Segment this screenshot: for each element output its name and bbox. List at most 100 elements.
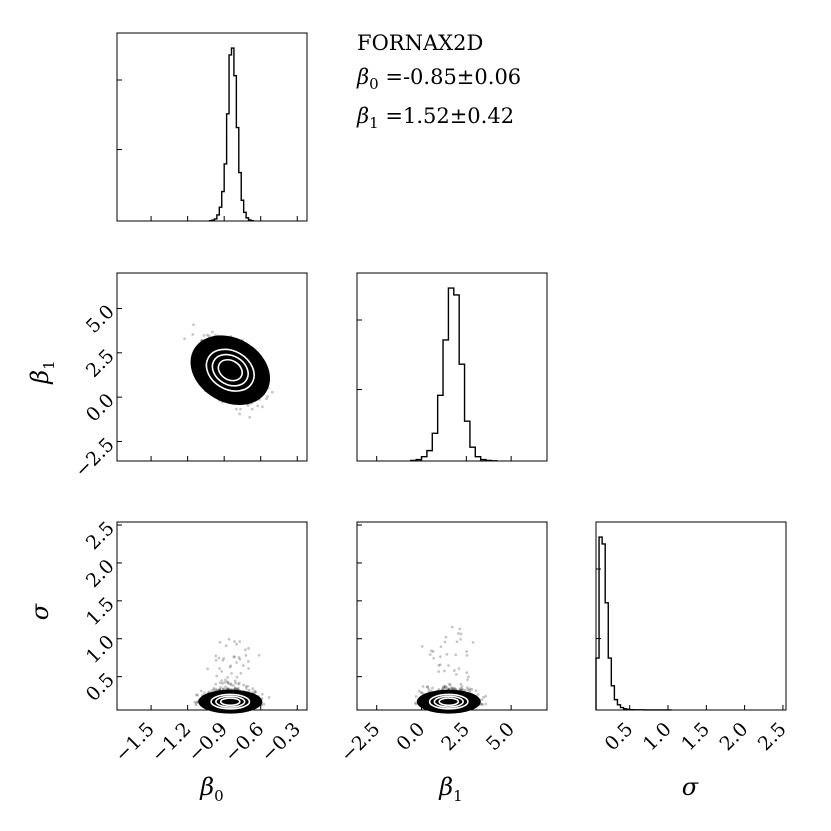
scatter-point <box>225 687 229 691</box>
scatter-point <box>210 689 214 693</box>
annotation-beta1: β1 =1.52±0.42 <box>356 104 514 132</box>
scatter-point <box>484 702 488 706</box>
x-axis-label-beta0: β0 <box>199 773 223 805</box>
scatter-point <box>233 655 237 659</box>
scatter-point <box>221 658 225 662</box>
scatter-point <box>215 674 219 678</box>
panel-frame-1-1 <box>356 272 548 462</box>
x-tick-label: 2.5 <box>437 718 474 755</box>
scatter-point <box>454 672 458 676</box>
panel-frame-2-1 <box>356 521 548 711</box>
scatter-point <box>224 644 228 648</box>
scatter-point <box>251 687 255 690</box>
scatter-point <box>247 688 251 692</box>
scatter-point <box>232 684 235 687</box>
scatter-point <box>253 691 257 695</box>
scatter-point <box>234 681 238 685</box>
panel-frame-2-0 <box>116 521 308 711</box>
scatter-point <box>270 390 274 394</box>
chart-title: FORNAX2D <box>357 31 483 55</box>
scatter-point <box>468 687 472 691</box>
scatter-point <box>242 683 245 687</box>
histogram-1 <box>410 287 498 462</box>
x-axis-label-beta1-sub: 1 <box>453 787 463 805</box>
scatter-point <box>221 687 225 691</box>
x-axis-label-beta0-symbol: β <box>199 773 214 801</box>
x-tick-label: −2.5 <box>336 718 384 766</box>
scatter-point <box>239 407 242 411</box>
scatter-point <box>238 412 242 416</box>
scatter-point <box>431 650 435 653</box>
scatter-point <box>457 667 461 670</box>
scatter-point <box>218 688 222 691</box>
scatter-point <box>265 397 268 401</box>
scatter-point <box>225 687 229 691</box>
scatter-point <box>218 640 222 644</box>
scatter-point <box>248 415 252 419</box>
scatter-point <box>194 693 198 697</box>
y-tick-label: 0.5 <box>82 669 119 706</box>
scatter-point <box>245 687 248 691</box>
scatter-point <box>233 686 237 690</box>
scatter-point <box>452 669 456 672</box>
scatter-point <box>480 698 484 702</box>
scatter-point <box>459 686 463 690</box>
scatter-point <box>220 682 224 685</box>
x-tick-label: 1.5 <box>677 718 714 755</box>
y-tick-label: 2.5 <box>82 345 119 382</box>
scatter-point <box>445 686 449 689</box>
scatter-point <box>205 333 209 337</box>
panel-frame-2-2 <box>595 521 787 711</box>
scatter-point <box>450 625 454 629</box>
scatter-point <box>227 687 231 691</box>
scatter-point <box>226 675 229 679</box>
scatter-point <box>233 679 237 683</box>
scatter-point <box>414 695 418 698</box>
scatter-point <box>218 667 221 670</box>
scatter-point <box>246 684 250 688</box>
annotation-beta1-value: =1.52±0.42 <box>379 104 514 128</box>
scatter-point <box>450 686 454 690</box>
scatter-point <box>222 656 226 660</box>
scatter-point <box>460 685 464 688</box>
y-axis-label-beta1-symbol: β <box>26 370 54 385</box>
scatter-point <box>442 669 446 673</box>
scatter-point <box>444 635 448 639</box>
scatter-point <box>234 407 238 411</box>
scatter-point <box>442 684 446 688</box>
scatter-point <box>429 649 433 653</box>
scatter-point <box>202 334 206 337</box>
scatter-point <box>425 685 429 689</box>
scatter-point <box>247 647 251 650</box>
scatter-point <box>254 690 258 694</box>
y-tick-label: 2.5 <box>82 517 119 554</box>
scatter-point <box>214 682 218 686</box>
scatter-point <box>439 645 443 649</box>
scatter-panel-1-0 <box>183 323 274 419</box>
scatter-point <box>449 686 453 690</box>
scatter-point <box>466 688 470 692</box>
scatter-point <box>429 689 433 693</box>
scatter-point <box>452 686 456 690</box>
x-tick-label: −1.2 <box>147 718 195 766</box>
scatter-point <box>474 689 478 693</box>
x-axis-label-sigma: σ <box>682 773 699 801</box>
x-tick-label: 1.0 <box>639 718 676 755</box>
scatter-point <box>448 683 452 687</box>
x-axis-label-beta1-symbol: β <box>438 773 453 801</box>
scatter-point <box>220 679 224 682</box>
scatter-point <box>428 653 432 657</box>
scatter-point <box>250 407 254 411</box>
scatter-point <box>456 632 460 635</box>
scatter-point <box>452 687 456 691</box>
scatter-point <box>465 650 469 653</box>
scatter-point <box>227 682 231 685</box>
scatter-point <box>465 671 469 675</box>
scatter-point <box>212 688 216 692</box>
scatter-point <box>443 684 447 688</box>
contour-ring-2 <box>219 697 241 707</box>
x-tick-label: 2.0 <box>715 718 752 755</box>
scatter-point <box>470 687 474 691</box>
y-tick-label: 1.0 <box>82 631 119 668</box>
